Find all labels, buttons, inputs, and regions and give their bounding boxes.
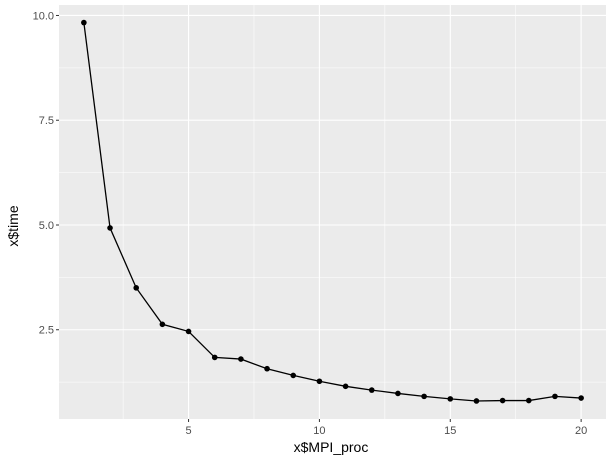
data-point [159,321,166,328]
y-tick-label: 10.0 [33,10,54,22]
data-point [81,19,87,26]
major-gridlines [59,5,606,419]
x-tick-label: 20 [575,425,587,437]
series-line [83,22,582,402]
data-point [552,393,558,400]
data-point [447,396,454,402]
y-tick-label: 7.5 [39,115,54,127]
x-tick-label: 5 [185,425,191,437]
y-tick-label: 2.5 [39,325,54,337]
data-point [499,397,506,404]
data-point [264,365,270,372]
data-point [473,398,480,404]
data-point [185,328,192,335]
minor-gridlines [59,5,606,419]
plot-panel [59,5,606,419]
data-point [133,285,140,291]
data-point [525,397,532,404]
data-point [421,393,427,400]
x-axis-title: x$MPI_proc [294,439,369,455]
data-point [316,378,323,385]
data-point [107,225,113,231]
data-point [578,395,584,401]
series-layer [81,19,584,404]
y-axis-title: x$time [5,205,21,246]
data-point [238,356,244,362]
x-tick-label: 15 [444,425,456,437]
data-point [395,390,401,397]
y-tick-label: 5.0 [39,220,54,232]
data-point [211,354,218,361]
data-point [368,387,375,393]
axis-layer: 5 10 15 20 2.5 5.0 7.5 10.0 [33,10,588,437]
data-point [342,383,349,390]
x-tick-label: 10 [313,425,325,437]
data-point [290,372,297,379]
